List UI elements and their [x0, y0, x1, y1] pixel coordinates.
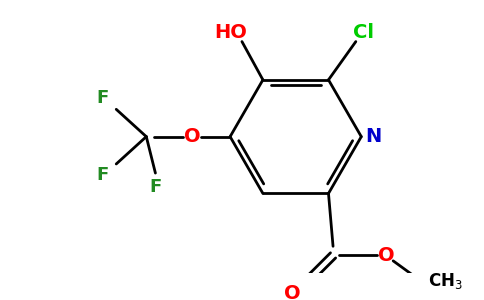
Text: N: N [365, 127, 381, 146]
Text: Cl: Cl [353, 23, 374, 42]
Text: F: F [149, 178, 162, 196]
Text: HO: HO [214, 23, 247, 42]
Text: F: F [96, 166, 109, 184]
Text: O: O [378, 246, 394, 265]
Text: F: F [96, 89, 109, 107]
Text: CH$_3$: CH$_3$ [428, 271, 463, 291]
Text: O: O [183, 127, 200, 146]
Text: O: O [284, 284, 301, 300]
